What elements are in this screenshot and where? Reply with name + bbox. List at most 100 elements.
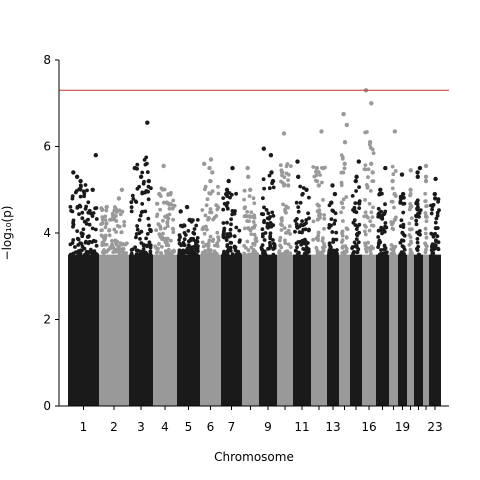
snp-point-top [286, 183, 291, 188]
snp-point [166, 243, 171, 248]
snp-point [122, 220, 127, 224]
chromosome-20-bulk [407, 254, 414, 406]
snp-point [414, 213, 418, 218]
snp-point [331, 240, 336, 244]
snp-point [79, 184, 83, 189]
snp-point [368, 248, 373, 253]
snp-point [85, 188, 89, 193]
snp-point [318, 173, 322, 177]
snp-point [170, 206, 175, 211]
snp-point [354, 189, 358, 193]
snp-point [194, 247, 199, 252]
snp-point [259, 247, 264, 251]
snp-point [352, 218, 357, 223]
snp-point [230, 252, 235, 257]
snp-point [245, 209, 250, 214]
snp-point [234, 225, 239, 230]
snp-point [251, 241, 256, 246]
snp-point [352, 207, 357, 212]
snp-point [110, 242, 114, 247]
snp-point [194, 223, 199, 228]
snp-point [134, 235, 138, 240]
snp-point [259, 212, 264, 216]
snp-point [306, 211, 310, 216]
snp-point [225, 201, 230, 205]
snp-point-top [187, 217, 192, 223]
snp-point [158, 207, 163, 212]
snp-point [160, 237, 164, 242]
snp-point [356, 247, 361, 252]
snp-point [251, 196, 256, 201]
y-tick-label: 2 [43, 313, 51, 327]
snp-point [154, 246, 159, 251]
snp-point-top [230, 165, 235, 171]
snp-point [353, 223, 358, 227]
snp-point [321, 198, 325, 202]
snp-point [147, 223, 151, 228]
snp-point [354, 250, 359, 255]
snp-point [158, 234, 163, 238]
snp-point [201, 227, 205, 232]
snp-point [94, 217, 99, 221]
y-tick-label: 8 [43, 53, 51, 67]
snp-point [70, 209, 75, 214]
snp-point [244, 246, 248, 250]
snp-point-top [378, 187, 383, 192]
snp-point [282, 226, 287, 230]
snp-point [172, 249, 176, 254]
snp-point [392, 205, 396, 210]
snp-point-top [400, 191, 406, 197]
snp-point [242, 226, 247, 231]
snp-point [229, 217, 234, 222]
snp-point [202, 187, 207, 192]
chromosome-2-bulk [99, 254, 129, 406]
snp-point [379, 209, 383, 214]
snp-point [366, 167, 371, 172]
snp-point [344, 235, 349, 240]
snp-point-top [383, 165, 388, 171]
snp-point [101, 251, 106, 255]
snp-point [120, 249, 125, 254]
snp-point [101, 240, 106, 244]
snp-point [295, 245, 299, 250]
x-tick-label: 5 [185, 420, 193, 434]
snp-point [131, 197, 136, 201]
snp-point [277, 249, 282, 254]
snp-point [142, 250, 146, 254]
snp-point [283, 207, 287, 212]
snp-point [229, 241, 234, 245]
snp-point [260, 243, 265, 248]
snp-point [314, 245, 319, 250]
snp-point [266, 211, 271, 216]
y-axis-label: −log₁₀(p) [0, 206, 14, 261]
snp-point-top [415, 170, 420, 175]
snp-point [430, 204, 435, 209]
snp-point [68, 242, 73, 247]
snp-point [285, 162, 290, 166]
snp-point [104, 208, 109, 213]
snp-point-top [423, 178, 429, 184]
snp-point-top [202, 161, 207, 166]
snp-point [281, 251, 286, 256]
snp-point [134, 248, 139, 253]
y-axis-ticks: 0 2 4 6 8 [43, 53, 59, 413]
snp-point [363, 198, 367, 202]
snp-point-top [280, 170, 285, 175]
snp-point [129, 209, 134, 214]
snp-point [433, 243, 438, 247]
snp-point [280, 218, 284, 223]
chromosome-7-bulk [221, 254, 242, 406]
snp-point [164, 251, 169, 255]
snp-point-top [161, 163, 166, 169]
snp-point [369, 210, 374, 215]
snp-point [378, 240, 383, 245]
snp-point [154, 228, 159, 233]
snp-point [83, 219, 88, 224]
snp-point [160, 244, 164, 249]
snp-point [146, 184, 151, 189]
snp-point [137, 184, 142, 189]
snp-point [100, 221, 105, 226]
snp-point [409, 249, 413, 254]
snp-point [194, 252, 199, 257]
snp-point [99, 233, 104, 238]
